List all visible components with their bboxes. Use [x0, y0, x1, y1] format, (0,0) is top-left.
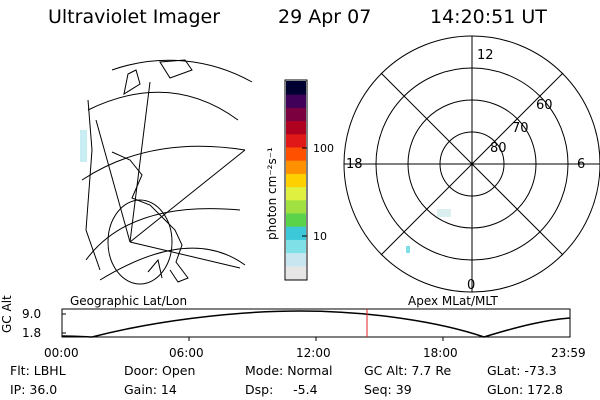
date-label: 29 Apr 07 — [278, 6, 372, 28]
colorbar-stripe — [286, 94, 306, 108]
mlat-label-80: 80 — [490, 141, 507, 156]
time-label: 14:20:51 UT — [430, 6, 547, 28]
mlat-label-70: 70 — [512, 121, 529, 136]
glat-status: GLat: -73.3 — [487, 363, 557, 378]
mlt-line-diag-2 — [380, 72, 564, 256]
lon-line-2 — [129, 149, 246, 243]
mlt-label-0: 0 — [467, 278, 475, 293]
glon-status: GLon: 172.8 — [487, 382, 563, 397]
instrument-title: Ultraviolet Imager — [48, 6, 221, 28]
colorbar-stripe — [286, 239, 306, 254]
left-panel-label: Geographic Lat/Lon — [70, 294, 188, 308]
dsp-status: Dsp: -5.4 — [245, 382, 318, 397]
colorbar-tick-label-100: 100 — [313, 142, 334, 155]
coastline — [85, 59, 193, 283]
lat-arc-4 — [99, 247, 246, 281]
gain-status: Gain: 14 — [124, 382, 177, 397]
colorbar-stripe — [286, 252, 306, 267]
door-status: Door: Open — [124, 363, 196, 378]
altitude-xtick-1200: 12:00 — [296, 346, 331, 360]
altitude-ytick-1-8: 1.8 — [22, 326, 42, 340]
lon-line-3 — [129, 241, 241, 269]
colorbar-stripe — [286, 213, 306, 227]
altitude-curve — [61, 310, 571, 338]
lat-arc-1 — [87, 91, 239, 121]
colorbar-stripe — [286, 147, 306, 161]
polar-plot — [343, 35, 600, 293]
aurora-blob-right-2 — [406, 246, 410, 253]
altitude-xtick-0600: 06:00 — [169, 346, 204, 360]
colorbar-stripe — [286, 81, 306, 95]
colorbar-stripe — [286, 173, 306, 188]
colorbar-unit-label: photon cm⁻²s⁻¹ — [265, 147, 279, 240]
mode-status: Mode: Normal — [245, 363, 333, 378]
colorbar-stripe — [286, 160, 306, 174]
colorbar-stripe — [286, 133, 306, 148]
altitude-xtick-2359: 23:59 — [551, 346, 586, 360]
colorbar-stripe — [286, 107, 306, 122]
colorbar-stripe — [286, 226, 306, 240]
altitude-ylabel: GC Alt — [0, 295, 14, 333]
altitude-xtick-1800: 18:00 — [423, 346, 458, 360]
altitude-xtick-0000: 00:00 — [44, 346, 79, 360]
lat-arc-2 — [81, 145, 246, 181]
aurora-blob-left — [80, 130, 87, 162]
mlt-label-18: 18 — [346, 157, 363, 172]
colorbar-stripes — [286, 81, 306, 280]
right-panel-label: Apex MLat/MLT — [408, 294, 498, 308]
altitude-plot-frame — [61, 308, 571, 338]
lon-line-1 — [129, 81, 151, 243]
map-outer-arc — [111, 59, 253, 83]
mlt-label-6: 6 — [577, 157, 585, 172]
ip-status: IP: 36.0 — [10, 382, 58, 397]
lat-arc-3 — [85, 208, 241, 261]
colorbar-stripe — [286, 120, 306, 135]
aurora-blob-right-1 — [437, 209, 451, 217]
colorbar-stripe — [286, 265, 306, 280]
gc-alt-status: GC Alt: 7.7 Re — [364, 363, 452, 378]
pole-ellipse — [107, 199, 173, 285]
geographic-map — [81, 59, 253, 285]
altitude-plot — [61, 308, 571, 341]
colorbar: 100 10 photon cm⁻²s⁻¹ — [265, 79, 334, 281]
filter-status: Flt: LBHL — [10, 363, 66, 378]
lon-line-4 — [95, 119, 131, 243]
colorbar-tick-label-10: 10 — [313, 230, 327, 243]
seq-status: Seq: 39 — [364, 382, 412, 397]
mlt-label-12: 12 — [477, 48, 494, 63]
mlat-label-60: 60 — [536, 98, 553, 113]
altitude-ytick-9: 9.0 — [22, 307, 42, 321]
colorbar-stripe — [286, 186, 306, 201]
colorbar-stripe — [286, 199, 306, 214]
